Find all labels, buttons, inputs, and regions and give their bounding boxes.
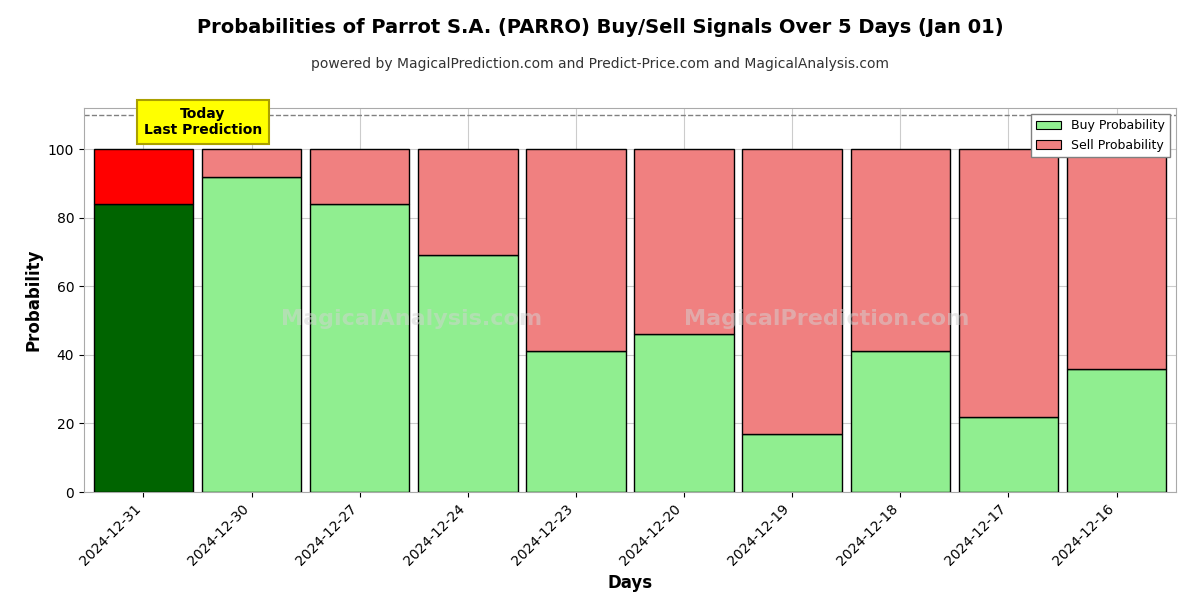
Bar	[851, 149, 950, 352]
Legend: Buy Probability, Sell Probability: Buy Probability, Sell Probability	[1031, 114, 1170, 157]
Text: MagicalPrediction.com: MagicalPrediction.com	[684, 309, 970, 329]
Bar	[635, 149, 733, 334]
Y-axis label: Probability: Probability	[24, 249, 42, 351]
Bar	[851, 352, 950, 492]
Bar	[94, 149, 193, 204]
Bar	[743, 149, 842, 434]
Bar	[959, 416, 1058, 492]
Bar	[202, 149, 301, 176]
Bar	[527, 352, 625, 492]
Bar	[1067, 149, 1166, 368]
Text: Probabilities of Parrot S.A. (PARRO) Buy/Sell Signals Over 5 Days (Jan 01): Probabilities of Parrot S.A. (PARRO) Buy…	[197, 18, 1003, 37]
Text: powered by MagicalPrediction.com and Predict-Price.com and MagicalAnalysis.com: powered by MagicalPrediction.com and Pre…	[311, 57, 889, 71]
Text: MagicalAnalysis.com: MagicalAnalysis.com	[281, 309, 542, 329]
Bar	[310, 204, 409, 492]
Bar	[959, 149, 1058, 416]
Bar	[310, 149, 409, 204]
Bar	[1067, 368, 1166, 492]
Bar	[527, 149, 625, 352]
Bar	[418, 256, 517, 492]
X-axis label: Days: Days	[607, 574, 653, 592]
Bar	[743, 434, 842, 492]
Bar	[635, 334, 733, 492]
Bar	[202, 176, 301, 492]
Bar	[94, 204, 193, 492]
Bar	[418, 149, 517, 256]
Text: Today
Last Prediction: Today Last Prediction	[144, 107, 262, 137]
